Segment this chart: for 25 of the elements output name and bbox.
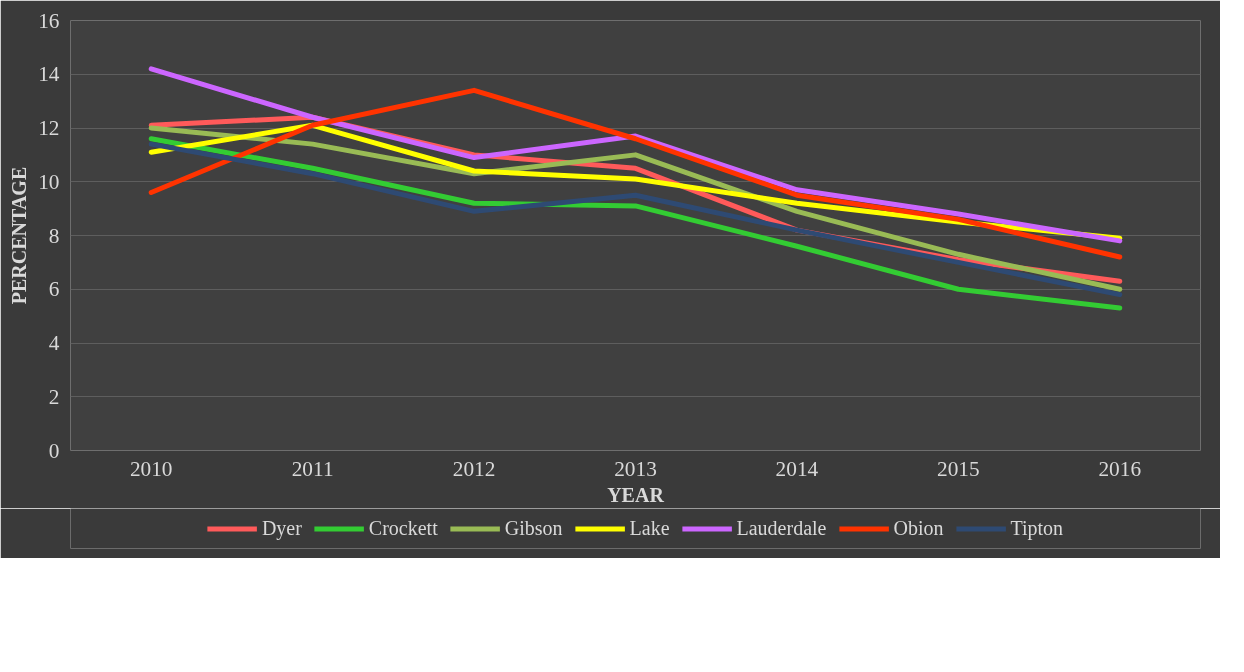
y-tick-label: 2 [48, 384, 60, 409]
y-tick-label: 8 [48, 223, 60, 248]
y-tick-label: 0 [48, 438, 60, 463]
y-tick-label: 4 [48, 331, 60, 355]
x-axis-title: YEAR [607, 483, 665, 506]
legend-label: Lake [629, 516, 670, 540]
x-tick-label: 2015 [937, 456, 980, 481]
x-tick-label: 2016 [1098, 456, 1142, 481]
x-tick-label: 2014 [775, 456, 819, 481]
y-axis-title: PERCENTAGE [8, 166, 31, 305]
y-tick-label: 12 [38, 116, 60, 140]
legend-label: Tipton [1010, 516, 1064, 540]
x-tick-label: 2011 [291, 456, 334, 481]
legend-label: Dyer [261, 516, 302, 540]
legend-label: Obion [893, 516, 944, 540]
x-tick-label: 2010 [129, 456, 173, 481]
y-tick-label: 10 [38, 169, 60, 194]
legend-label: Lauderdale [736, 516, 827, 540]
y-tick-label: 16 [38, 8, 60, 33]
y-tick-label: 14 [38, 62, 60, 87]
x-tick-label: 2013 [614, 456, 657, 481]
legend-label: Crockett [368, 516, 438, 540]
x-tick-label: 2012 [452, 456, 496, 481]
legend-label: Gibson [504, 516, 563, 540]
y-tick-label: 6 [48, 277, 60, 302]
